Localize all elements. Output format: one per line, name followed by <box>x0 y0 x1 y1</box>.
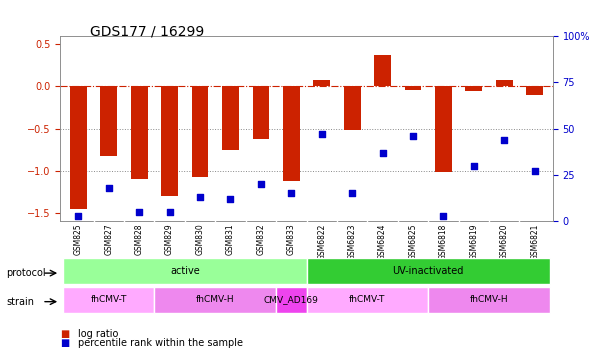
FancyBboxPatch shape <box>428 287 550 313</box>
Text: GSM828: GSM828 <box>135 223 144 255</box>
Text: UV-inactivated: UV-inactivated <box>392 266 464 276</box>
Point <box>439 213 448 218</box>
FancyBboxPatch shape <box>63 258 307 284</box>
FancyBboxPatch shape <box>307 287 428 313</box>
Text: GSM825: GSM825 <box>74 223 83 255</box>
FancyBboxPatch shape <box>154 287 276 313</box>
Bar <box>283 86 300 181</box>
Bar <box>222 86 239 150</box>
Point <box>347 191 357 196</box>
Point <box>317 131 326 137</box>
Text: GSM6821: GSM6821 <box>530 223 539 260</box>
Text: GSM831: GSM831 <box>226 223 235 255</box>
Point <box>469 163 478 169</box>
Point <box>104 185 114 191</box>
Text: GSM833: GSM833 <box>287 223 296 255</box>
Text: fhCMV-T: fhCMV-T <box>349 295 385 305</box>
Bar <box>70 86 87 209</box>
Point <box>408 133 418 139</box>
Text: percentile rank within the sample: percentile rank within the sample <box>78 338 243 348</box>
Bar <box>496 80 513 86</box>
Bar <box>435 86 452 172</box>
Text: GSM6819: GSM6819 <box>469 223 478 260</box>
Text: active: active <box>170 266 200 276</box>
Text: GDS177 / 16299: GDS177 / 16299 <box>90 25 204 39</box>
Bar <box>465 86 482 91</box>
Text: GSM829: GSM829 <box>165 223 174 255</box>
Text: fhCMV-H: fhCMV-H <box>470 295 508 305</box>
Point <box>135 209 144 215</box>
Bar <box>526 86 543 95</box>
Text: fhCMV-H: fhCMV-H <box>196 295 234 305</box>
Text: GSM6824: GSM6824 <box>378 223 387 260</box>
FancyBboxPatch shape <box>63 287 154 313</box>
Point <box>378 150 388 156</box>
Text: GSM6820: GSM6820 <box>500 223 508 260</box>
Text: protocol: protocol <box>6 268 46 278</box>
Bar <box>131 86 148 179</box>
Text: GSM6823: GSM6823 <box>347 223 356 260</box>
Bar <box>374 55 391 86</box>
Text: log ratio: log ratio <box>78 329 118 339</box>
Point <box>73 213 83 218</box>
Bar <box>344 86 361 130</box>
Bar <box>192 86 209 177</box>
Text: ■: ■ <box>60 338 69 348</box>
Text: strain: strain <box>6 297 34 307</box>
FancyBboxPatch shape <box>276 287 307 313</box>
Bar <box>100 86 117 156</box>
Point <box>165 209 174 215</box>
Bar <box>313 80 330 86</box>
Bar <box>161 86 178 196</box>
Point <box>256 181 266 187</box>
Text: GSM832: GSM832 <box>257 223 266 255</box>
Text: CMV_AD169: CMV_AD169 <box>264 295 319 305</box>
Bar <box>404 86 421 90</box>
Text: ■: ■ <box>60 329 69 339</box>
FancyBboxPatch shape <box>307 258 550 284</box>
Point <box>195 194 205 200</box>
Point <box>225 196 235 202</box>
Bar <box>252 86 269 140</box>
Text: GSM830: GSM830 <box>195 223 204 255</box>
Point <box>287 191 296 196</box>
Text: GSM6818: GSM6818 <box>439 223 448 260</box>
Point <box>530 169 540 174</box>
Text: GSM6825: GSM6825 <box>409 223 418 260</box>
Text: GSM6822: GSM6822 <box>317 223 326 260</box>
Text: fhCMV-T: fhCMV-T <box>91 295 127 305</box>
Text: GSM827: GSM827 <box>105 223 113 255</box>
Point <box>499 137 509 142</box>
